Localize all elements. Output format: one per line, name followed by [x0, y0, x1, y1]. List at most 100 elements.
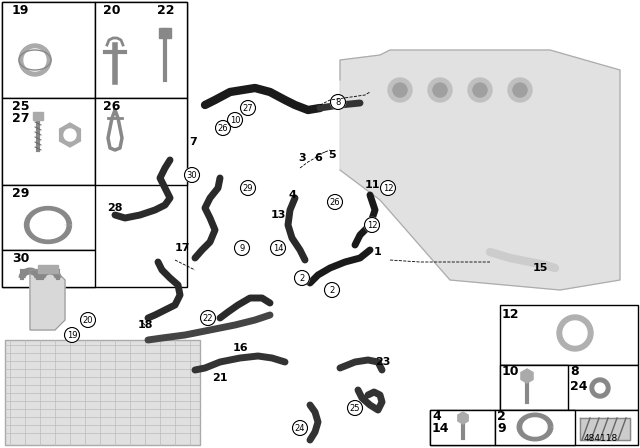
Bar: [495, 410, 575, 445]
Text: 10: 10: [502, 365, 520, 378]
Circle shape: [595, 383, 605, 393]
Text: 18: 18: [137, 320, 153, 330]
Text: 26: 26: [330, 198, 340, 207]
Circle shape: [557, 315, 593, 351]
Circle shape: [234, 241, 250, 255]
Circle shape: [294, 271, 310, 285]
Text: 8: 8: [570, 365, 579, 378]
Circle shape: [227, 112, 243, 128]
Circle shape: [433, 83, 447, 97]
Bar: [2, 98, 95, 185]
Polygon shape: [340, 50, 620, 290]
Circle shape: [81, 313, 95, 327]
Text: 17: 17: [174, 243, 189, 253]
Circle shape: [65, 327, 79, 343]
Text: 13: 13: [270, 210, 285, 220]
Text: 484118: 484118: [584, 434, 618, 443]
Text: 1: 1: [374, 247, 382, 257]
Bar: [95, 98, 187, 185]
Text: 16: 16: [232, 343, 248, 353]
Text: 2: 2: [330, 285, 335, 294]
Text: 30: 30: [187, 171, 197, 180]
Text: 26: 26: [218, 124, 228, 133]
Text: 22: 22: [203, 314, 213, 323]
Circle shape: [184, 168, 200, 182]
Text: 10: 10: [230, 116, 240, 125]
Text: 19: 19: [12, 4, 29, 17]
Circle shape: [64, 129, 76, 141]
Circle shape: [330, 95, 346, 109]
Circle shape: [590, 378, 610, 398]
Circle shape: [513, 83, 527, 97]
Text: 14: 14: [273, 244, 284, 253]
Text: 9: 9: [497, 422, 506, 435]
Text: 8: 8: [335, 98, 340, 107]
Circle shape: [393, 83, 407, 97]
Circle shape: [348, 401, 362, 415]
Circle shape: [24, 49, 46, 71]
Bar: [430, 410, 638, 445]
Bar: [5, 340, 200, 445]
Text: 28: 28: [108, 203, 123, 213]
Text: 24: 24: [295, 423, 305, 432]
Text: 14: 14: [432, 422, 449, 435]
Polygon shape: [580, 418, 630, 440]
Text: 2: 2: [300, 273, 305, 283]
Circle shape: [508, 78, 532, 102]
Text: 2: 2: [497, 410, 506, 423]
Text: 11: 11: [364, 180, 380, 190]
Text: 6: 6: [314, 153, 322, 163]
Text: 29: 29: [243, 184, 253, 193]
Bar: [2, 2, 187, 287]
Bar: [159, 28, 171, 38]
Text: 27: 27: [243, 103, 253, 112]
Bar: [33, 112, 43, 120]
Text: 4: 4: [288, 190, 296, 200]
Circle shape: [428, 78, 452, 102]
Circle shape: [241, 100, 255, 116]
Text: 9: 9: [239, 244, 244, 253]
Circle shape: [271, 241, 285, 255]
Text: 26: 26: [103, 100, 120, 113]
Text: 5: 5: [328, 150, 336, 160]
Bar: [38, 265, 58, 273]
Text: 19: 19: [67, 331, 77, 340]
Text: 30: 30: [12, 252, 29, 265]
Circle shape: [563, 321, 587, 345]
Circle shape: [388, 78, 412, 102]
Text: 12: 12: [367, 220, 377, 229]
Text: 4: 4: [432, 410, 441, 423]
Bar: [2, 250, 95, 287]
Circle shape: [328, 194, 342, 210]
Bar: [430, 410, 495, 445]
Circle shape: [19, 44, 51, 76]
Text: 29: 29: [12, 187, 29, 200]
Circle shape: [468, 78, 492, 102]
Circle shape: [200, 310, 216, 326]
Text: 22: 22: [157, 4, 175, 17]
Text: 23: 23: [375, 357, 390, 367]
Text: 20: 20: [83, 315, 93, 324]
Bar: [2, 185, 95, 250]
Bar: [2, 2, 95, 98]
Bar: [95, 2, 187, 98]
Circle shape: [473, 83, 487, 97]
Text: 27: 27: [12, 112, 29, 125]
Circle shape: [365, 217, 380, 233]
Circle shape: [216, 121, 230, 135]
Bar: [500, 365, 568, 410]
Text: 12: 12: [502, 308, 520, 321]
Text: 3: 3: [298, 153, 306, 163]
Circle shape: [292, 421, 307, 435]
Circle shape: [324, 283, 339, 297]
Text: 24: 24: [570, 380, 588, 393]
Circle shape: [241, 181, 255, 195]
Text: 25: 25: [12, 100, 29, 113]
Text: 12: 12: [383, 184, 393, 193]
Text: 20: 20: [103, 4, 120, 17]
Text: 21: 21: [212, 373, 228, 383]
Bar: [500, 365, 638, 410]
Bar: [500, 305, 638, 365]
Text: 7: 7: [189, 137, 197, 147]
Polygon shape: [30, 270, 65, 330]
